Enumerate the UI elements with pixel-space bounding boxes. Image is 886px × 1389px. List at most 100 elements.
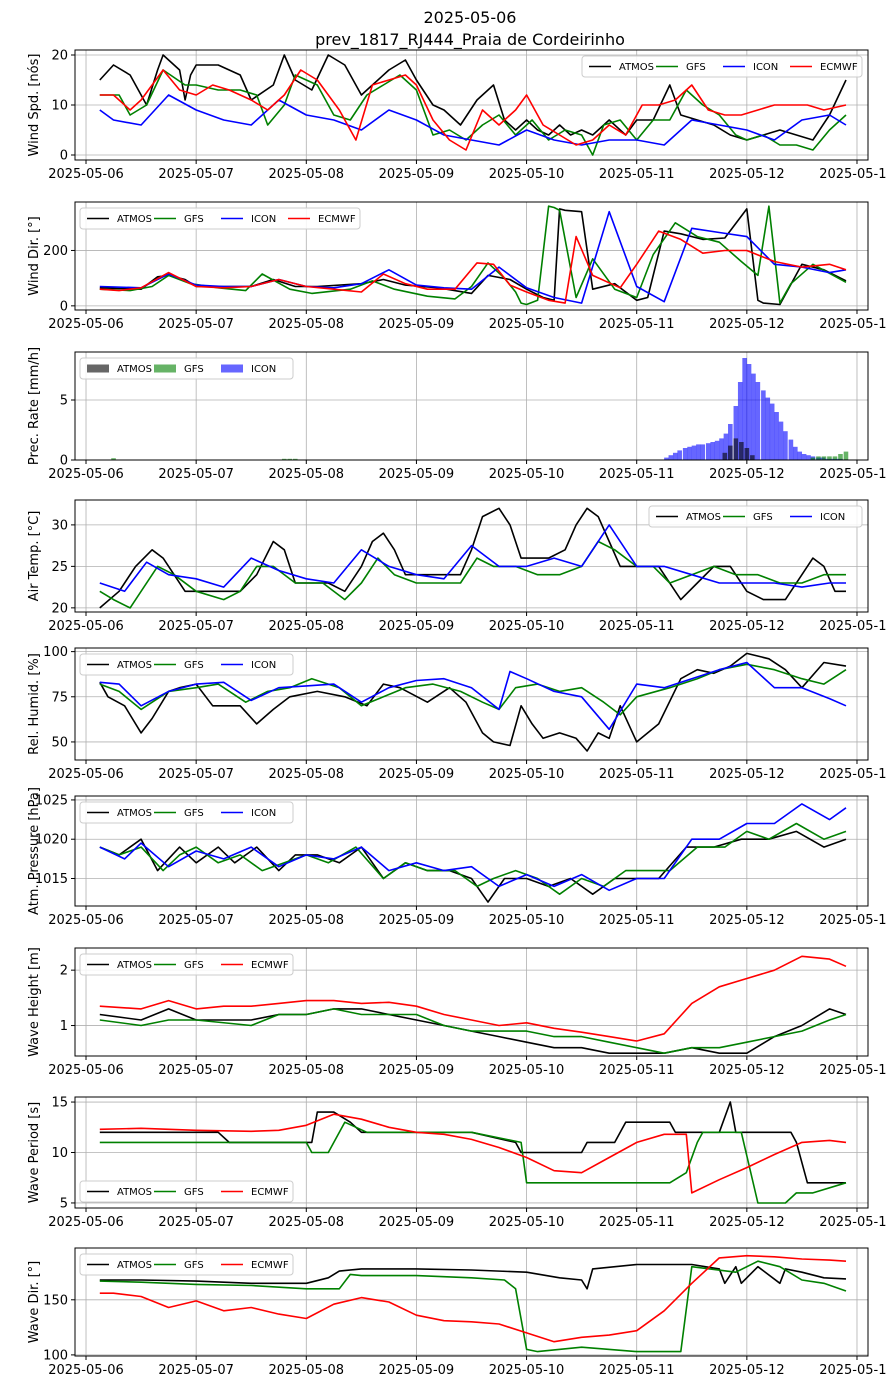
precip-bar-atmos xyxy=(750,455,755,460)
legend-label-gfs: GFS xyxy=(686,62,706,73)
x-tick-label: 2025-05-11 xyxy=(599,913,675,928)
legend-swatch-atmos xyxy=(87,364,109,373)
legend-label-atmos: ATMOS xyxy=(117,214,152,225)
x-tick-label: 2025-05-07 xyxy=(158,467,234,482)
panel-0: 2025-05-06 2025-05-07 2025-05-08 2025-05-09… xyxy=(27,49,886,183)
x-tick-label: 2025-05-10 xyxy=(489,167,565,182)
legend-label-atmos: ATMOS xyxy=(117,808,152,819)
precip-bar-atmos xyxy=(733,438,739,460)
legend: ATMOS GFS ICON xyxy=(79,653,294,676)
precip-bar-icon xyxy=(746,364,752,460)
legend-label-icon: ICON xyxy=(251,364,276,375)
plot-data xyxy=(99,507,846,609)
x-tick-label: 2025-05-08 xyxy=(269,467,345,482)
precip-bar-gfs xyxy=(287,458,293,460)
precip-bar-gfs xyxy=(827,456,832,460)
precip-bar-gfs xyxy=(821,456,827,460)
legend-label-ecmwf: ECMWF xyxy=(820,62,858,73)
precip-bar-atmos xyxy=(739,442,744,460)
axes-frame xyxy=(74,351,869,461)
legend-label-ecmwf: ECMWF xyxy=(318,214,356,225)
x-tick-label: 2025-05-09 xyxy=(379,767,455,782)
panel-5: 2025-05-06 2025-05-07 2025-05-08 2025-05-09… xyxy=(27,787,886,928)
x-tick-label: 2025-05-08 xyxy=(269,619,345,634)
y-axis-label: Wind Spd. [nós] xyxy=(27,54,42,157)
x-tick-label: 2025-05-13 xyxy=(819,619,886,634)
precip-bar-gfs xyxy=(843,451,849,460)
precip-bar-icon xyxy=(682,448,688,460)
y-tick-label: 75 xyxy=(51,690,68,705)
panel-6: 2025-05-06 2025-05-07 2025-05-08 2025-05-09… xyxy=(27,947,886,1078)
precip-bar-icon xyxy=(733,406,739,460)
x-tick-label: 2025-05-13 xyxy=(819,467,886,482)
x-tick-label: 2025-05-08 xyxy=(269,1063,345,1078)
y-tick-label: 20 xyxy=(51,601,68,616)
series-line-ecmwf xyxy=(99,1113,847,1194)
legend-label-gfs: GFS xyxy=(753,512,773,523)
y-tick-label: 2 xyxy=(60,964,68,979)
precip-bar-gfs xyxy=(838,454,843,460)
y-tick-label: 200 xyxy=(43,244,68,259)
legend-label-atmos: ATMOS xyxy=(117,1260,152,1271)
x-tick-label: 2025-05-06 xyxy=(48,467,124,482)
legend-label-gfs: GFS xyxy=(184,1187,204,1198)
legend-label-gfs: GFS xyxy=(184,364,204,375)
x-tick-label: 2025-05-13 xyxy=(819,1063,886,1078)
panel-8: 2025-05-06 2025-05-07 2025-05-08 2025-05-09… xyxy=(27,1247,886,1378)
plot-data xyxy=(99,803,847,903)
precip-bar-icon xyxy=(723,433,729,460)
x-tick-label: 2025-05-10 xyxy=(489,1215,565,1230)
x-tick-label: 2025-05-10 xyxy=(489,1063,565,1078)
legend: ATMOS GFS ICON ECMWF xyxy=(581,55,863,78)
axes-frame xyxy=(74,795,869,907)
precip-bar-icon xyxy=(769,403,775,460)
axes-frame xyxy=(74,499,869,613)
precip-bar-gfs xyxy=(281,458,287,460)
precip-bar-icon xyxy=(677,450,682,460)
y-axis-label: Atm. Pressure [hPa] xyxy=(27,787,42,915)
y-tick-label: 10 xyxy=(51,1146,68,1161)
y-tick-label: 30 xyxy=(51,518,68,533)
legend-label-atmos: ATMOS xyxy=(619,62,654,73)
legend-swatch-icon xyxy=(221,364,243,373)
x-tick-label: 2025-05-13 xyxy=(819,767,886,782)
legend-label-icon: ICON xyxy=(251,214,276,225)
x-tick-label: 2025-05-12 xyxy=(709,317,785,332)
x-tick-label: 2025-05-12 xyxy=(709,619,785,634)
legend: ATMOS GFS ECMWF xyxy=(79,1253,294,1276)
x-tick-label: 2025-05-13 xyxy=(819,913,886,928)
y-tick-label: 50 xyxy=(51,735,68,750)
series-line-ecmwf xyxy=(99,955,847,1042)
precip-bar-icon xyxy=(700,444,706,460)
panel-1: 2025-05-06 2025-05-07 2025-05-08 2025-05-09… xyxy=(27,201,886,332)
x-tick-label: 2025-05-10 xyxy=(489,767,565,782)
legend-label-gfs: GFS xyxy=(184,960,204,971)
y-tick-label: 1025 xyxy=(35,793,68,808)
x-tick-label: 2025-05-07 xyxy=(158,1215,234,1230)
legend: ATMOS GFS ECMWF xyxy=(79,1180,294,1203)
x-tick-label: 2025-05-10 xyxy=(489,619,565,634)
precip-bar-gfs xyxy=(111,458,116,460)
precip-bar-icon xyxy=(751,373,756,460)
precip-bar-icon xyxy=(774,412,779,460)
series-line-gfs xyxy=(99,822,847,896)
x-tick-label: 2025-05-08 xyxy=(269,767,345,782)
x-tick-label: 2025-05-10 xyxy=(489,317,565,332)
plot-data xyxy=(99,1254,847,1353)
precip-bar-icon xyxy=(793,446,798,460)
x-tick-label: 2025-05-06 xyxy=(48,167,124,182)
precip-bar-icon xyxy=(778,421,784,460)
x-tick-label: 2025-05-11 xyxy=(599,619,675,634)
x-tick-label: 2025-05-07 xyxy=(158,767,234,782)
precip-bar-icon xyxy=(755,382,761,460)
precip-bar-icon xyxy=(801,454,807,460)
legend-label-atmos: ATMOS xyxy=(117,660,152,671)
precip-bar-atmos xyxy=(722,452,728,460)
precip-bar-icon xyxy=(728,424,733,460)
precip-bar-gfs xyxy=(810,457,816,460)
precip-bar-icon xyxy=(706,443,711,460)
precip-bar-icon xyxy=(696,444,701,460)
legend-label-atmos: ATMOS xyxy=(117,364,152,375)
series-line-atmos xyxy=(99,652,847,752)
